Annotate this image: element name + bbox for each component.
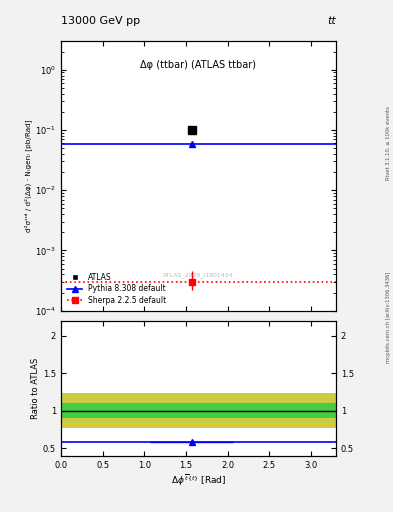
X-axis label: $\Delta\phi^{\,\overline{t}\{t\}}$ [Rad]: $\Delta\phi^{\,\overline{t}\{t\}}$ [Rad] <box>171 472 226 488</box>
Text: ATLAS_2020_I1801434: ATLAS_2020_I1801434 <box>163 273 234 279</box>
Text: 13000 GeV pp: 13000 GeV pp <box>61 15 140 26</box>
Bar <box>61 403 336 418</box>
Legend: ATLAS, Pythia 8.308 default, Sherpa 2.2.5 default: ATLAS, Pythia 8.308 default, Sherpa 2.2.… <box>65 271 169 307</box>
Text: mcplots.cern.ch [arXiv:1306.3436]: mcplots.cern.ch [arXiv:1306.3436] <box>386 272 391 363</box>
Text: Rivet 3.1.10, ≥ 100k events: Rivet 3.1.10, ≥ 100k events <box>386 106 391 180</box>
Y-axis label: d²σᶟᶦᵈ / d²⟨Δφ⟩ · N₍gen₎ [pb/Rad]: d²σᶟᶦᵈ / d²⟨Δφ⟩ · N₍gen₎ [pb/Rad] <box>24 120 32 232</box>
Bar <box>61 394 336 428</box>
Text: tt: tt <box>327 15 336 26</box>
Text: Δφ (ttbar) (ATLAS ttbar): Δφ (ttbar) (ATLAS ttbar) <box>140 60 257 70</box>
Y-axis label: Ratio to ATLAS: Ratio to ATLAS <box>31 357 40 419</box>
